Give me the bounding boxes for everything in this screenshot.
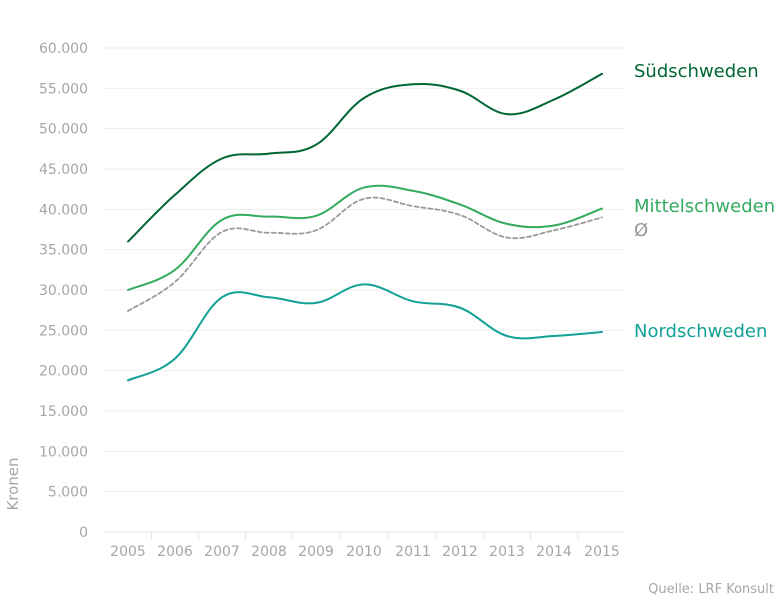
y-tick-label: 40.000 [39,202,88,218]
x-tick-label: 2011 [395,544,431,560]
y-tick-label: 15.000 [39,404,88,420]
x-tick-label: 2010 [346,544,382,560]
y-tick-labels: 0 5.000 10.000 15.000 20.000 25.000 30.000 35.0… [39,41,88,541]
x-tick-label: 2009 [298,544,334,560]
x-tick-label: 2005 [110,544,146,560]
series-line-mittelschweden [127,184,603,291]
y-tick-label: 55.000 [39,81,88,97]
x-tick-labels: 2005 2006 2007 2008 2009 2010 2011 2012 2013 2014… [110,532,620,560]
source-label: Quelle: LRF Konsult [648,582,774,597]
series-label-suedschweden: Südschweden [634,61,759,82]
y-tick-label: 20.000 [39,364,88,380]
y-tick-label: 35.000 [39,243,88,259]
x-tick-label: 2012 [442,544,478,560]
y-axis-title: Kronen [4,457,22,510]
y-tick-label: 0 [79,525,88,541]
grid-lines [104,47,625,493]
series-label-nordschweden: Nordschweden [634,321,767,342]
series-line-suedschweden [127,72,603,243]
y-tick-label: 25.000 [39,323,88,339]
y-tick-label: 30.000 [39,283,88,299]
series-label-mittelschweden: Mittelschweden [634,196,775,217]
x-tick-label: 2015 [584,544,620,560]
y-tick-label: 45.000 [39,162,88,178]
series-lines [127,72,603,382]
x-tick-label: 2014 [536,544,572,560]
x-tick-label: 2013 [489,544,525,560]
y-tick-label: 5.000 [48,485,88,501]
y-tick-label: 60.000 [39,41,88,57]
series-line-average [127,196,603,312]
series-labels: Südschweden Mittelschweden Ø Nordschweden [634,61,775,342]
x-tick-label: 2007 [204,544,240,560]
x-tick-label: 2008 [251,544,287,560]
y-tick-label: 50.000 [39,122,88,138]
series-label-average: Ø [634,220,648,241]
x-tick-label: 2006 [157,544,193,560]
y-tick-label: 10.000 [39,444,88,460]
series-line-nordschweden [127,283,603,382]
